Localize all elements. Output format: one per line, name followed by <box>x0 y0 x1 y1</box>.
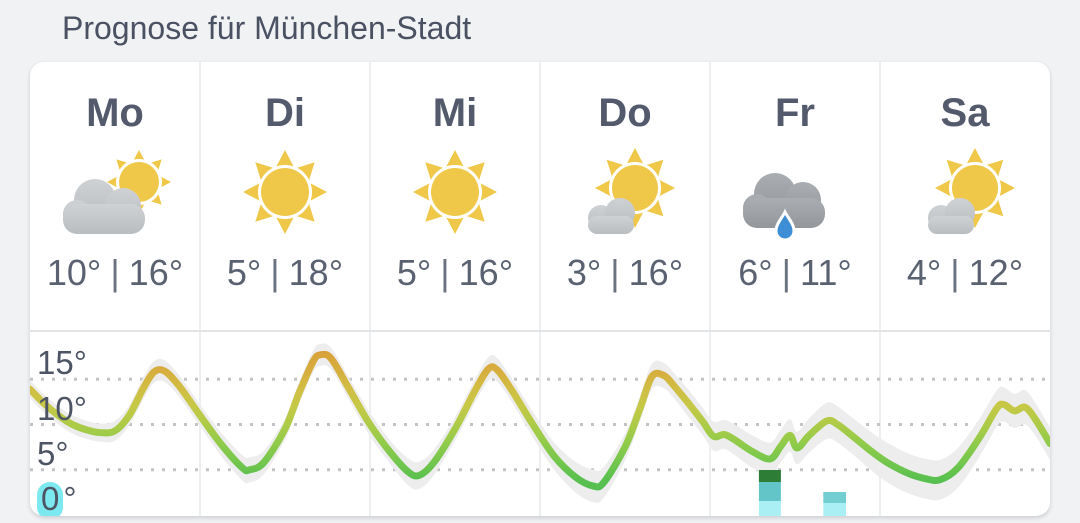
temp-high: 16° <box>458 252 514 293</box>
sun-with-small-cloud-icon <box>550 144 700 244</box>
week-row: Mo 10° | 16° Di 5° | 18° Mi 5° | 16° Do 3° | 16° <box>30 62 1050 330</box>
column-divider <box>199 62 201 516</box>
temp-low: 3° <box>566 252 602 293</box>
day-label: Do <box>598 91 652 135</box>
temp-separator: | <box>950 252 960 293</box>
day-column-mo[interactable]: Mo 10° | 16° <box>30 62 200 330</box>
day-label: Sa <box>940 91 990 135</box>
precipitation-bar-segment <box>758 482 781 501</box>
page-title: Prognose für München-Stadt <box>62 10 472 46</box>
day-label: Di <box>265 91 305 135</box>
precipitation-bar-segment <box>758 501 781 516</box>
temp-low: 6° <box>738 252 773 293</box>
column-divider <box>709 62 711 516</box>
day-temperatures: 3° | 16° <box>540 251 710 295</box>
chart-y-axis-label: 5° <box>37 434 69 472</box>
sun-with-small-cloud-icon <box>890 144 1040 244</box>
chart-y-axis-label: 0 ° <box>37 482 77 516</box>
day-column-mi[interactable]: Mi 5° | 16° <box>370 62 540 330</box>
day-column-sa[interactable]: Sa 4° | 12° <box>880 62 1050 330</box>
temp-separator: | <box>781 252 791 293</box>
temp-separator: | <box>110 252 120 293</box>
temp-low: 5° <box>396 252 432 293</box>
chart-y-axis-label: 15° <box>37 344 87 382</box>
day-label: Mi <box>432 91 478 135</box>
temp-separator: | <box>440 252 450 293</box>
day-column-di[interactable]: Di 5° | 18° <box>200 62 370 330</box>
freezing-level-highlight: 0 <box>37 482 64 516</box>
temp-low: 4° <box>906 252 942 293</box>
chart-y-axis-label: 10° <box>37 389 87 427</box>
sunny-icon <box>210 144 360 244</box>
column-divider <box>369 62 371 516</box>
temperature-chart: 15° 10° 5° 0 ° <box>30 330 1050 516</box>
temperature-curve <box>30 350 1050 491</box>
day-temperatures: 5° | 16° <box>370 251 540 295</box>
temp-high: 11° <box>800 252 852 293</box>
column-divider <box>879 62 881 516</box>
column-divider <box>539 62 541 516</box>
sun-behind-large-cloud-icon <box>40 144 190 244</box>
sunny-icon <box>380 144 530 244</box>
temp-high: 16° <box>128 252 184 293</box>
temp-high: 16° <box>628 252 684 293</box>
precipitation-bar-segment <box>823 503 846 516</box>
temperature-chart-svg <box>30 343 1050 516</box>
temp-separator: | <box>610 252 620 293</box>
temp-low: 10° <box>46 252 102 293</box>
temperature-range-band <box>30 343 1050 504</box>
rain-cloud-icon <box>720 144 870 244</box>
temp-high: 12° <box>968 252 1024 293</box>
day-temperatures: 10° | 16° <box>30 251 200 295</box>
day-temperatures: 4° | 12° <box>880 251 1050 295</box>
temp-high: 18° <box>288 252 344 293</box>
day-temperatures: 6° | 11° <box>710 251 880 295</box>
precipitation-bar-segment <box>823 492 846 503</box>
temp-separator: | <box>270 252 280 293</box>
forecast-card: Mo 10° | 16° Di 5° | 18° Mi 5° | 16° Do 3° | 16° <box>30 62 1050 516</box>
day-label: Fr <box>775 91 815 135</box>
day-label: Mo <box>86 91 144 135</box>
temp-low: 5° <box>226 252 262 293</box>
day-temperatures: 5° | 18° <box>200 251 370 295</box>
day-column-fr[interactable]: Fr 6° | 11° <box>710 62 880 330</box>
day-column-do[interactable]: Do 3° | 16° <box>540 62 710 330</box>
precipitation-bar-segment <box>758 470 781 482</box>
